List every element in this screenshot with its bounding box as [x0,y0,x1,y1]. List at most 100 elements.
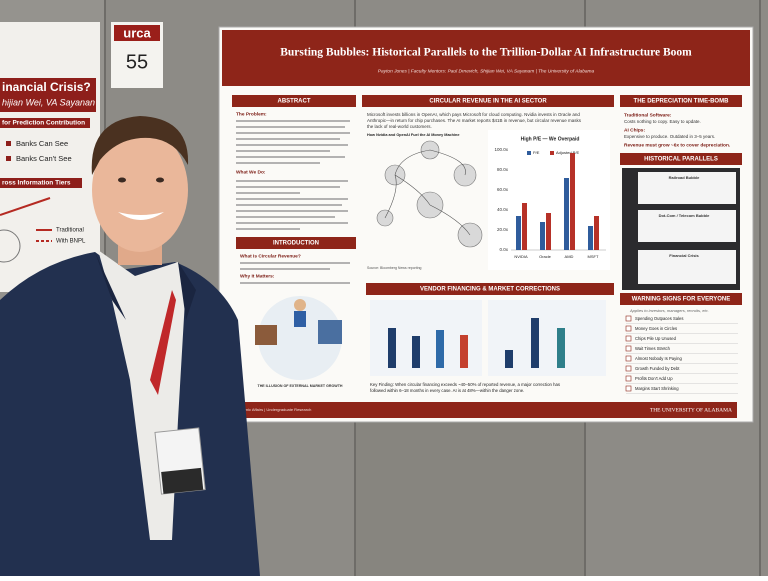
bar [516,216,521,250]
parallel-card [638,250,736,284]
legend-label: Traditional [56,228,84,234]
band-text: for Prediction Contribution [2,120,85,127]
checkbox [625,355,632,362]
caption: THE ILLUSION OF EXTERNAL MARKET GROWTH [258,384,343,388]
smile [118,212,164,220]
legend-swatch [550,151,554,155]
checkbox [625,365,632,372]
face [92,128,188,252]
bar [522,203,527,250]
warning-item: Growth Funded by Debt [635,366,680,371]
title-band [222,30,750,86]
item: Banks Can See [16,139,68,148]
badge-number: 55 [126,51,148,73]
illustration-figure [294,299,306,311]
bar [412,336,420,368]
abstract-lines [236,120,350,230]
poster-sheet [0,22,100,292]
legend-swatch [527,151,531,155]
source: Source: Bloomberg News reporting [367,266,422,270]
card-title: Dot-Com / Telecom Bubble [659,213,711,218]
footer: THE UNIVERSITY OF ALABAMA [650,407,732,413]
warning-item: Margins Start Shrinking [635,386,679,391]
item: Banks Can't See [16,154,72,163]
illustration-figure [294,311,306,327]
section-heading: CIRCULAR REVENUE IN THE AI SECTOR [429,99,547,105]
lapel [95,252,196,320]
bar [436,330,444,368]
y-tick-label: 40.0x [497,207,509,212]
legend-label: P/E [533,150,540,155]
chart-title: High P/E — We Overpaid [521,136,580,142]
section-header [362,95,614,107]
band [0,118,90,128]
edges [384,149,471,236]
bar [588,226,593,250]
x-tick-label: Oracle [539,254,552,259]
x-tick-label: AMD [565,254,574,259]
x-tick-label: NVIDIA [514,254,528,259]
title: inancial Crisis? [2,80,91,94]
card-title: Financial Crisis [669,253,699,258]
y-tick-label: 100.0x [494,147,508,152]
bar [557,328,565,368]
person [0,116,260,576]
subheading: What Is Circular Revenue? [240,253,301,259]
checkbox [625,315,632,322]
footer-band [222,402,737,418]
y-tick-label: 20.0x [497,227,509,232]
subheading: What We Do: [236,169,266,175]
section-heading: HISTORICAL PARALLELS [644,157,718,163]
warning-item: Profits Don't Add Up [635,376,673,381]
key-finding: followed within 6–18 months in every cas… [370,388,524,393]
checkbox [625,325,632,332]
warning-item: Spending Outpaces Sales [635,316,683,321]
urca-badge: urca 55 [111,22,163,88]
lanyard [150,290,176,395]
subheading: Why It Matters: [240,273,275,279]
warning-item: Wait Times Stretch [635,346,671,351]
byline: Payton Jones | Faculty Mentors: Paul Drn… [378,68,595,74]
text: Expensive to produce. Outdated in 3–5 ye… [624,134,715,139]
chart-line [0,197,51,216]
key-finding: Key Finding: When circular financing exc… [370,382,560,387]
section-heading: ABSTRACT [278,99,311,105]
footer-left: Tri Academic Affairs | Undergraduate Res… [228,407,311,412]
section-heading: INTRODUCTION [273,241,319,247]
bullet [6,156,11,161]
bar [505,350,513,368]
section-header [620,153,742,165]
section-header [236,237,356,249]
badge-holder [161,467,204,494]
paragraph-line: Microsoft invests billions in OpenAI, wh… [367,112,580,117]
bullet [6,141,11,146]
band [0,178,82,188]
network-diagram [376,140,483,248]
subtitle: Applies to investors, managers, recruits… [629,308,709,313]
legend-label: With BNPL [56,239,86,245]
paragraph-line: the lack of real-world customers. [367,124,432,129]
checkbox [625,335,632,342]
y-tick-label: 80.0x [497,167,509,172]
illustration [258,296,342,380]
bar [460,335,468,368]
subheading: AI Chips: [624,127,645,133]
checkbox [625,345,632,352]
checkbox [625,385,632,392]
warning-item: Money Goes in Circles [635,326,677,331]
warning-list: Spending Outpaces Sales Money Goes in Cir… [625,315,738,394]
vendor-bars [388,318,565,368]
bar [594,216,599,250]
bar [388,328,396,368]
parallel-card [638,172,736,204]
warning-item: Chips Pile Up Unused [635,336,677,341]
y-tick-label: 0.0x [499,247,508,252]
illustration-building [255,325,277,345]
warning-item: Almost Nobody Is Paying [635,356,682,361]
subheading: The Problem: [236,111,267,117]
section-header [620,293,742,305]
checkbox [625,375,632,382]
illustration-building [318,320,342,344]
x-tick-label: MSFT [588,254,599,259]
